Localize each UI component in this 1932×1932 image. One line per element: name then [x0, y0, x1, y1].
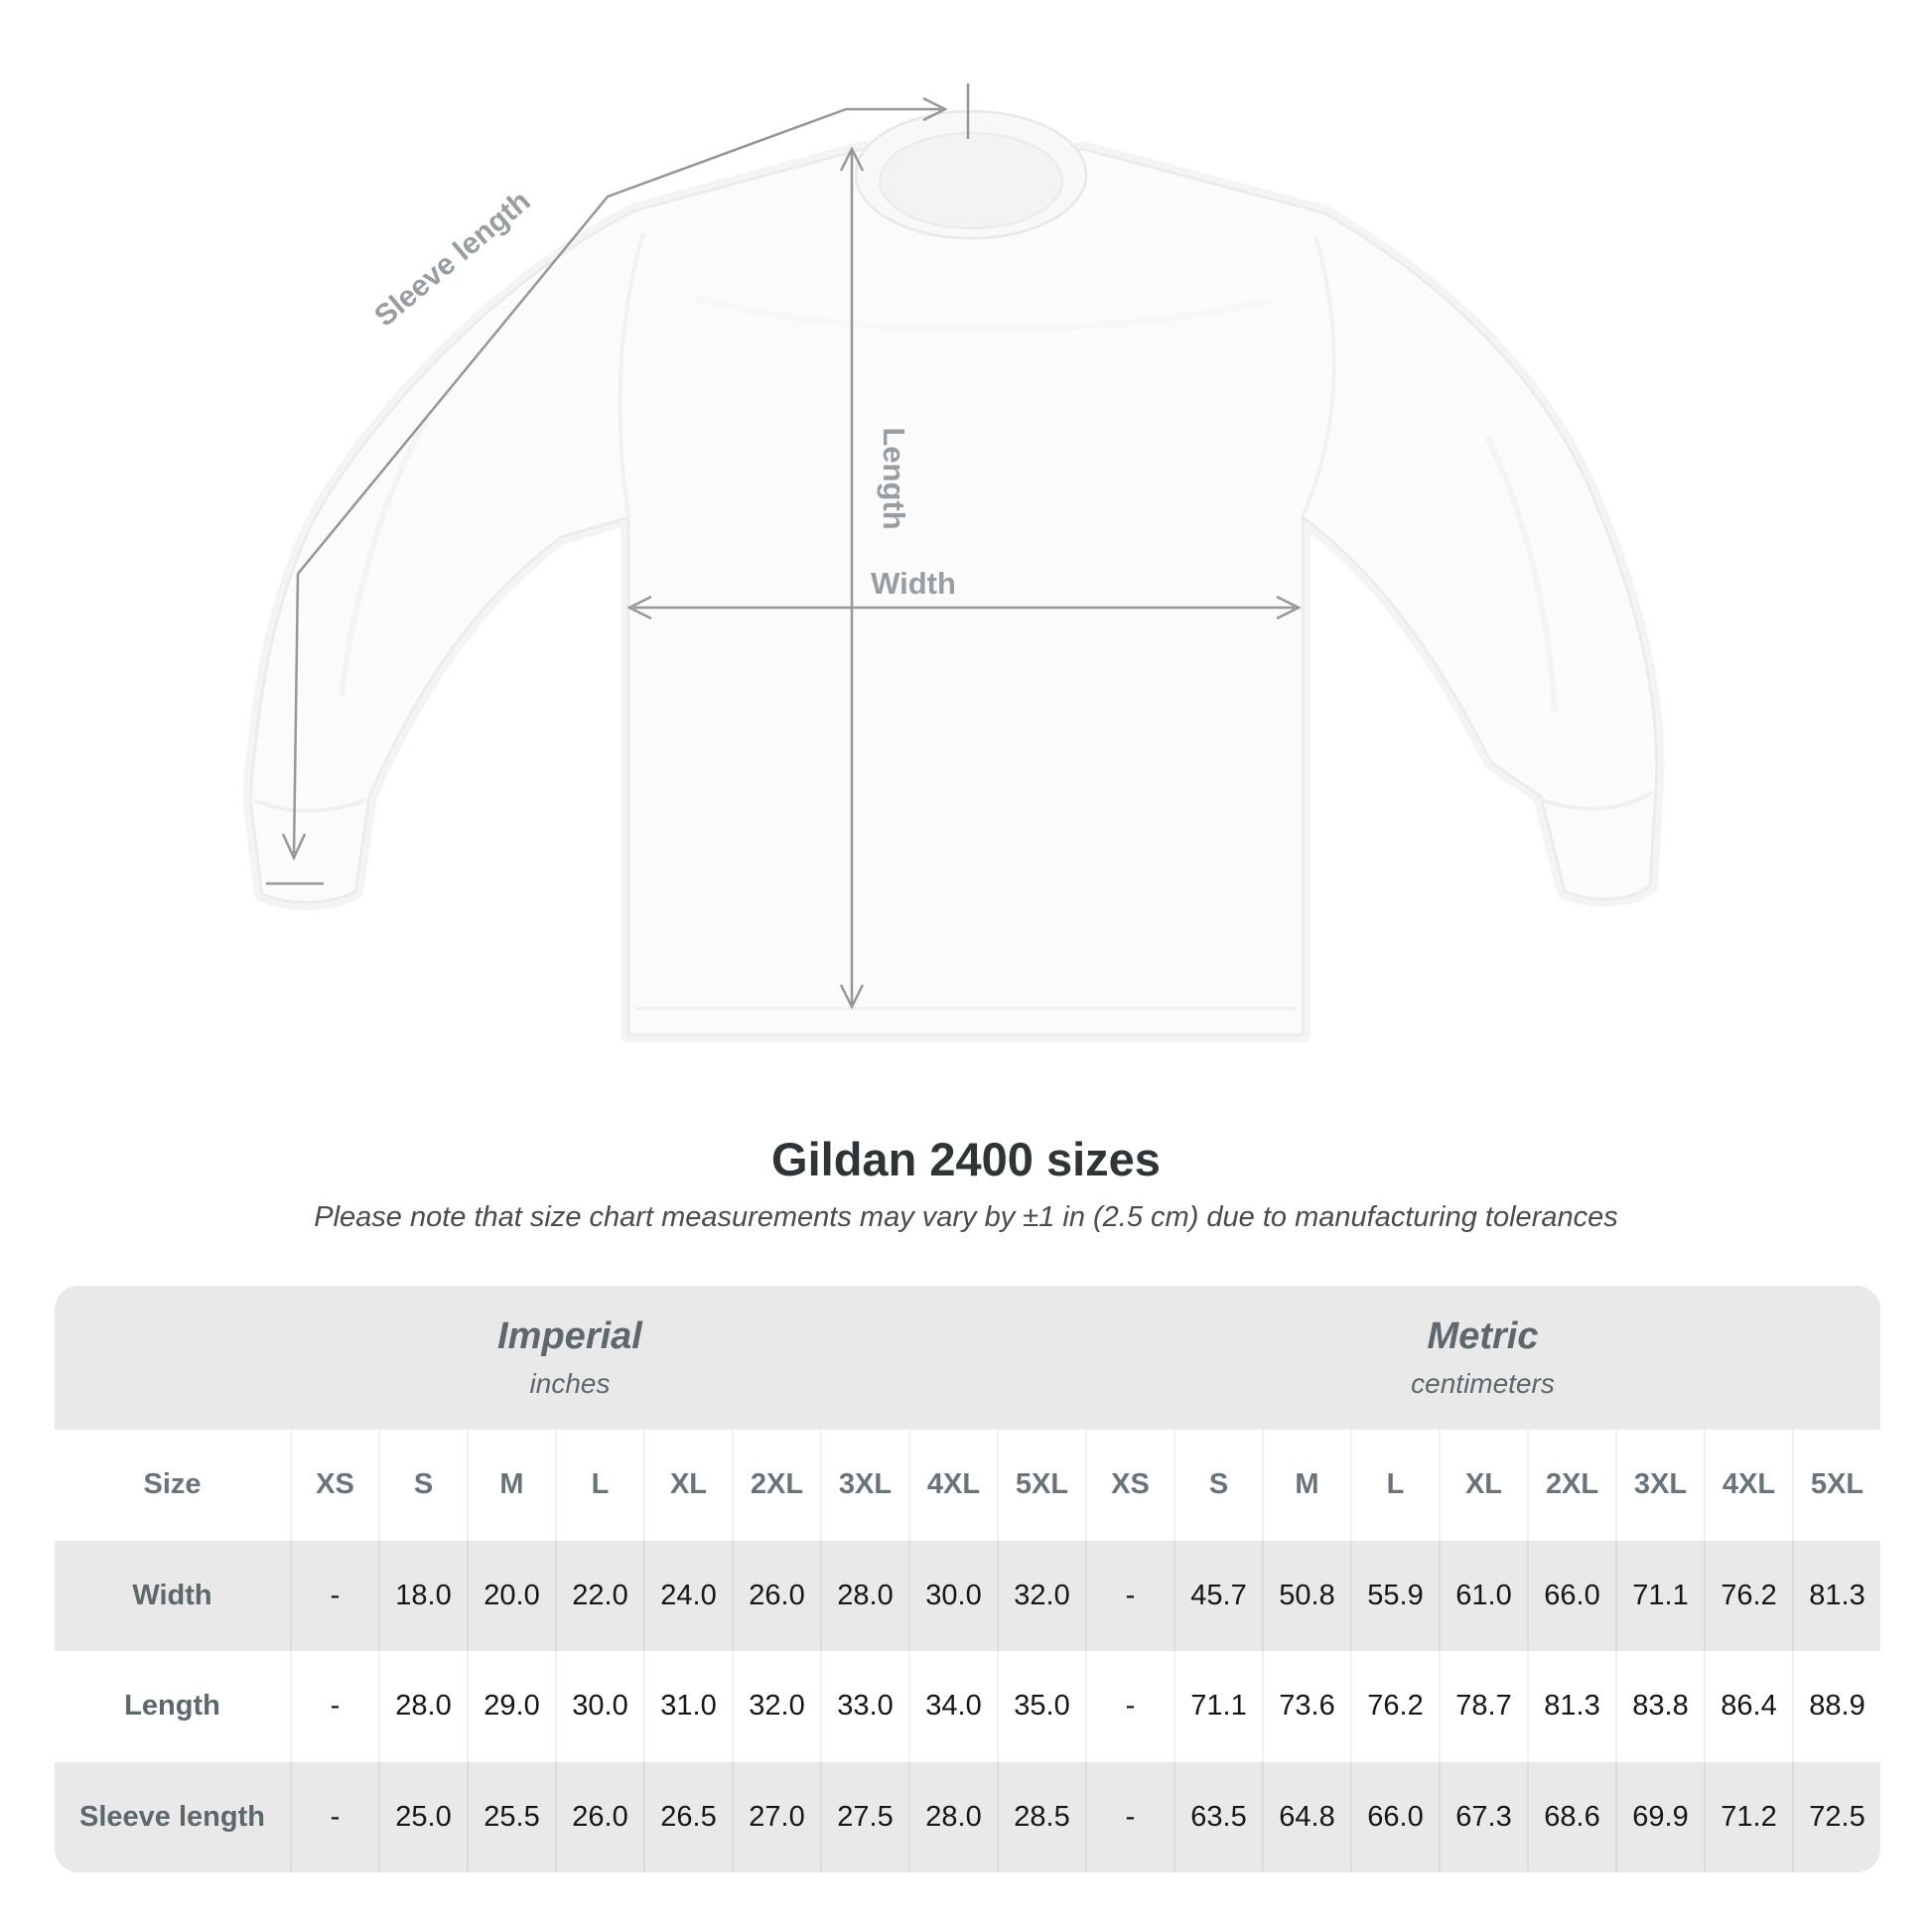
tolerance-note: Please note that size chart measurements… [314, 1201, 1618, 1234]
table-cell: 72.5 [1792, 1761, 1880, 1872]
table-cell: 25.0 [378, 1761, 467, 1872]
table-cell: 28.0 [378, 1651, 467, 1762]
table-cell: 76.2 [1704, 1540, 1792, 1651]
table-cell: - [1085, 1540, 1173, 1651]
table-cell: 71.1 [1173, 1651, 1262, 1762]
imperial-subtitle: inches [529, 1368, 611, 1399]
page-title: Gildan 2400 sizes [771, 1133, 1161, 1185]
table-cell: 45.7 [1173, 1540, 1262, 1651]
size-header-cell: XS [1085, 1430, 1173, 1541]
row-label: Sleeve length [55, 1761, 290, 1872]
size-header-cell: 4XL [1704, 1430, 1792, 1541]
table-cell: 31.0 [643, 1651, 732, 1762]
size-header-cell: XL [1439, 1430, 1527, 1541]
imperial-header: Imperial inches [55, 1286, 1085, 1430]
table-cell: 71.1 [1615, 1540, 1704, 1651]
table-cell: 81.3 [1527, 1651, 1615, 1762]
sleeve-length-arrow [266, 83, 970, 886]
table-cell: 32.0 [997, 1540, 1085, 1651]
table-cell: 78.7 [1439, 1651, 1527, 1762]
length-arrow [839, 146, 865, 1010]
table-cell: 24.0 [643, 1540, 732, 1651]
metric-subtitle: centimeters [1411, 1368, 1555, 1399]
table-cell: - [290, 1761, 378, 1872]
size-header-cell: 5XL [997, 1430, 1085, 1541]
size-header-cell: S [1173, 1430, 1262, 1541]
size-header-cell: L [1350, 1430, 1439, 1541]
table-cell: 61.0 [1439, 1540, 1527, 1651]
table-cell: 20.0 [467, 1540, 555, 1651]
table-cell: 81.3 [1792, 1540, 1880, 1651]
table-cell: 66.0 [1350, 1761, 1439, 1872]
table-cell: 76.2 [1350, 1651, 1439, 1762]
size-column-label: Size [55, 1430, 290, 1541]
table-cell: 73.6 [1262, 1651, 1350, 1762]
table-cell: 83.8 [1615, 1651, 1704, 1762]
table-cell: 27.5 [820, 1761, 908, 1872]
table-cell: 55.9 [1350, 1540, 1439, 1651]
row-label: Width [55, 1540, 290, 1651]
table-cell: - [290, 1540, 378, 1651]
table-cell: 27.0 [732, 1761, 820, 1872]
width-label: Width [871, 566, 956, 601]
size-header-cell: 4XL [908, 1430, 997, 1541]
size-header-cell: 2XL [732, 1430, 820, 1541]
shirt-diagram-svg: Sleeve length Length Width [242, 83, 1665, 1042]
table-cell: 66.0 [1527, 1540, 1615, 1651]
table-cell: 32.0 [732, 1651, 820, 1762]
table-cell: 28.5 [997, 1761, 1085, 1872]
size-table: Imperial inches Metric centimeters Size … [55, 1286, 1880, 1872]
size-header-cell: M [1262, 1430, 1350, 1541]
imperial-title: Imperial [497, 1315, 642, 1357]
table-cell: 33.0 [820, 1651, 908, 1762]
table-cell: 35.0 [997, 1651, 1085, 1762]
table-cell: 68.6 [1527, 1761, 1615, 1872]
size-header-cell: 3XL [820, 1430, 908, 1541]
shirt-diagram: Sleeve length Length Width [242, 83, 1665, 1042]
table-cell: - [1085, 1761, 1173, 1872]
table-cell: 26.0 [555, 1761, 643, 1872]
size-header-cell: 5XL [1792, 1430, 1880, 1541]
metric-header: Metric centimeters [1085, 1286, 1880, 1430]
table-cell: 88.9 [1792, 1651, 1880, 1762]
table-cell: 30.0 [555, 1651, 643, 1762]
size-header-cell: 2XL [1527, 1430, 1615, 1541]
table-cell: - [1085, 1651, 1173, 1762]
row-label: Length [55, 1651, 290, 1762]
heading-block: Gildan 2400 sizes Please note that size … [0, 1132, 1932, 1234]
table-cell: 34.0 [908, 1651, 997, 1762]
table-cell: 18.0 [378, 1540, 467, 1651]
length-label: Length [877, 427, 911, 529]
table-cell: - [290, 1651, 378, 1762]
table-cell: 28.0 [820, 1540, 908, 1651]
size-header-cell: XS [290, 1430, 378, 1541]
table-cell: 26.0 [732, 1540, 820, 1651]
size-header-cell: XL [643, 1430, 732, 1541]
table-cell: 30.0 [908, 1540, 997, 1651]
size-header-cell: L [555, 1430, 643, 1541]
table-cell: 64.8 [1262, 1761, 1350, 1872]
table-cell: 69.9 [1615, 1761, 1704, 1872]
table-cell: 71.2 [1704, 1761, 1792, 1872]
table-cell: 67.3 [1439, 1761, 1527, 1872]
width-arrow [626, 595, 1302, 621]
table-cell: 28.0 [908, 1761, 997, 1872]
table-cell: 86.4 [1704, 1651, 1792, 1762]
shirt-illustration [249, 109, 1658, 1036]
metric-title: Metric [1427, 1315, 1539, 1357]
size-header-cell: M [467, 1430, 555, 1541]
table-cell: 29.0 [467, 1651, 555, 1762]
table-cell: 26.5 [643, 1761, 732, 1872]
size-header-cell: S [378, 1430, 467, 1541]
table-cell: 22.0 [555, 1540, 643, 1651]
table-cell: 63.5 [1173, 1761, 1262, 1872]
table-cell: 50.8 [1262, 1540, 1350, 1651]
size-header-cell: 3XL [1615, 1430, 1704, 1541]
table-cell: 25.5 [467, 1761, 555, 1872]
